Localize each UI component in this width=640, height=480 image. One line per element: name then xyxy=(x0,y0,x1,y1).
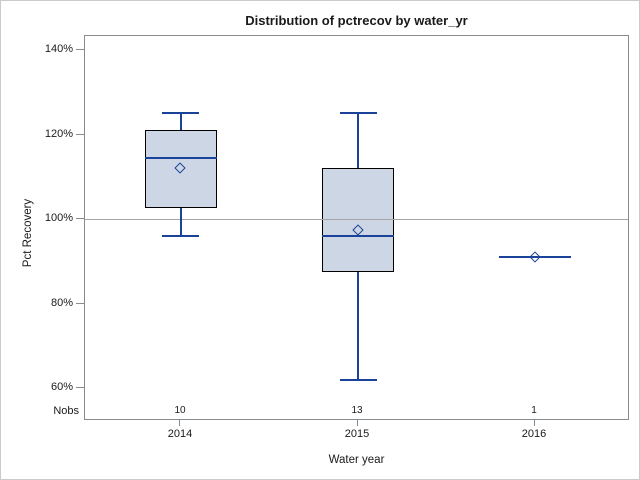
x-tick-mark xyxy=(179,420,180,426)
whisker-cap-upper-2015 xyxy=(339,112,377,114)
x-tick-mark xyxy=(534,420,535,426)
median-line-2014 xyxy=(144,157,217,159)
y-tick-label: 140% xyxy=(44,43,73,55)
chart-title: Distribution of pctrecov by water_yr xyxy=(245,13,468,28)
nobs-value: 13 xyxy=(351,405,363,416)
nobs-row-label: Nobs xyxy=(53,405,79,417)
mean-diamond-marker-2016 xyxy=(528,250,541,263)
x-category-label: 2015 xyxy=(344,428,370,440)
x-tick-mark xyxy=(357,420,358,426)
nobs-value: 1 xyxy=(531,405,537,416)
y-tick-mark xyxy=(76,387,84,388)
y-tick-label: 120% xyxy=(44,128,73,140)
y-tick-label: 80% xyxy=(50,297,73,309)
whisker-cap-upper-2014 xyxy=(162,112,199,114)
y-tick-mark xyxy=(76,303,84,304)
reference-line-100pct xyxy=(85,219,628,220)
plot-area xyxy=(84,35,629,420)
whisker-lower-2015 xyxy=(357,272,359,380)
nobs-value: 10 xyxy=(174,405,186,416)
whisker-cap-lower-2014 xyxy=(162,235,199,237)
whisker-cap-lower-2015 xyxy=(339,379,377,381)
y-tick-mark xyxy=(76,49,84,50)
x-category-label: 2016 xyxy=(521,428,547,440)
y-axis-title: Pct Recovery xyxy=(22,198,34,268)
x-axis-title: Water year xyxy=(328,454,385,466)
whisker-upper-2014 xyxy=(179,113,182,130)
box-iqr-2014 xyxy=(144,130,217,208)
median-line-2015 xyxy=(322,235,394,237)
y-tick-mark xyxy=(76,218,84,219)
y-tick-label: 100% xyxy=(44,212,73,224)
whisker-upper-2015 xyxy=(357,113,359,168)
whisker-lower-2014 xyxy=(179,208,182,236)
y-tick-label: 60% xyxy=(50,381,73,393)
median-line-2016 xyxy=(499,256,571,258)
y-tick-mark xyxy=(76,134,84,135)
box-iqr-2015 xyxy=(322,168,394,272)
x-category-label: 2014 xyxy=(167,428,193,440)
